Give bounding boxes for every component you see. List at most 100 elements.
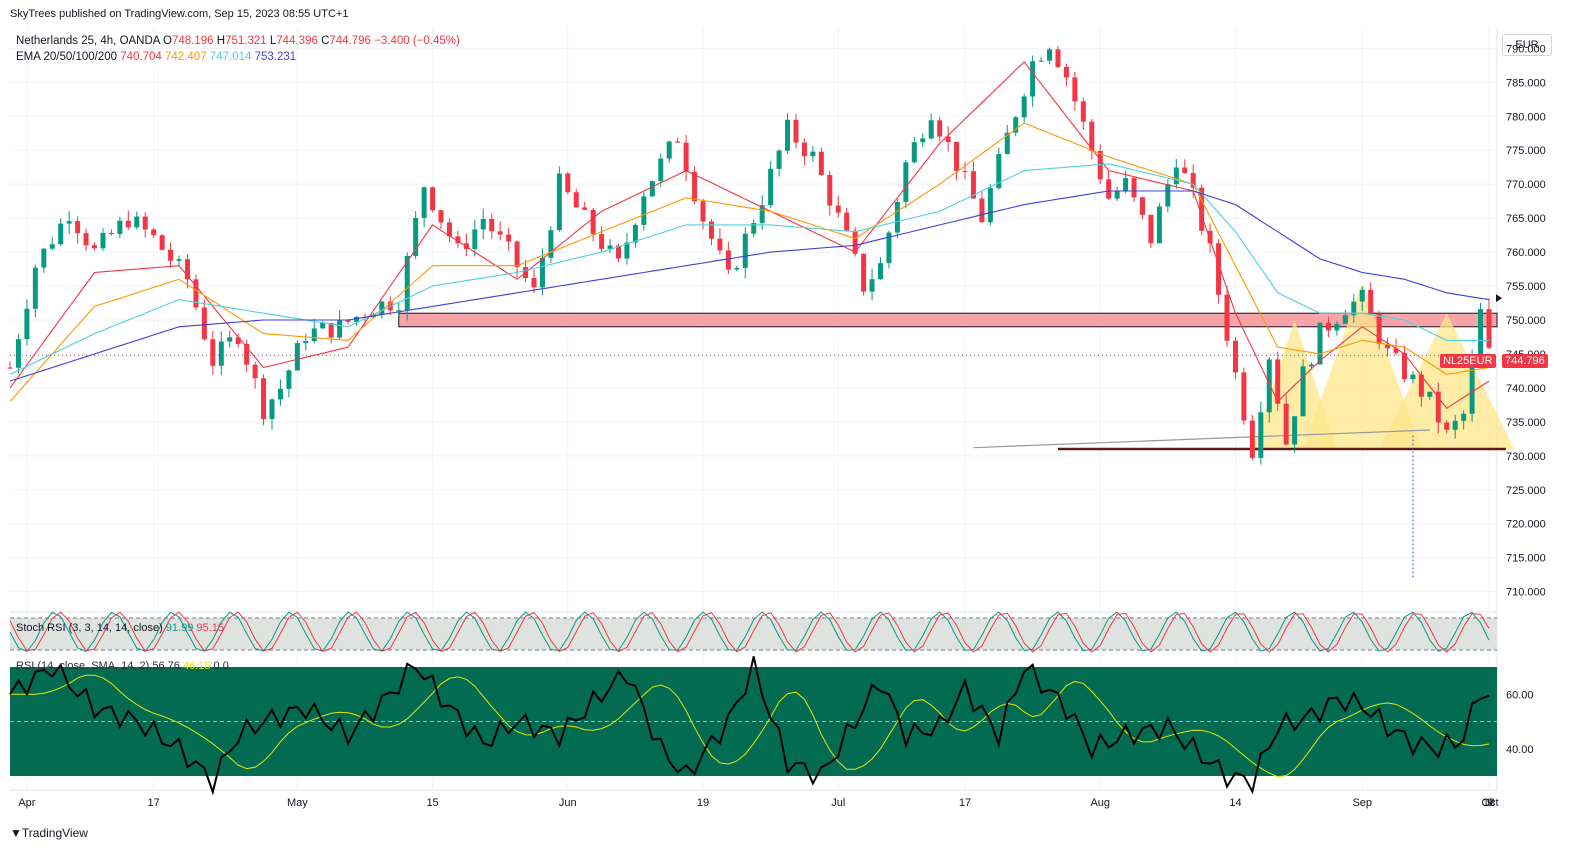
rsi-extra: 0 0	[213, 660, 229, 672]
time-tick-label: 18	[1483, 797, 1495, 809]
candle-body	[1300, 366, 1306, 417]
candle-body	[692, 171, 698, 202]
tradingview-logo[interactable]: ▼​ TradingView	[10, 826, 88, 840]
symbol-name: Netherlands 25, 4h, OANDA	[16, 35, 160, 47]
candle-body	[844, 212, 850, 231]
candle-body	[506, 234, 512, 242]
candle-body	[590, 209, 596, 235]
currency-button[interactable]: EUR	[1502, 34, 1552, 56]
candle-body	[489, 219, 495, 232]
price-tick-label: 730.000	[1506, 451, 1546, 463]
candle-body	[599, 234, 605, 249]
candle-body	[1063, 66, 1069, 78]
candle-body	[134, 216, 140, 228]
candle-body	[421, 187, 427, 218]
candle-body	[159, 235, 165, 250]
price-tick-label: 725.000	[1506, 485, 1546, 497]
candle-body	[108, 233, 114, 235]
candle-body	[125, 220, 131, 228]
ema200-line	[9, 190, 1490, 382]
candle-body	[404, 255, 410, 311]
candle-body	[92, 245, 98, 249]
candle-body	[801, 142, 807, 157]
time-tick-label: 15	[426, 797, 438, 809]
time-tick-label: Jul	[831, 797, 845, 809]
candle-body	[1114, 191, 1120, 199]
ema200-value: 753.231	[254, 51, 297, 63]
candle-body	[658, 158, 664, 182]
candle-body	[75, 221, 81, 234]
candle-body	[793, 119, 799, 143]
price-tick-label: 715.000	[1506, 553, 1546, 565]
open-value: 748.196	[172, 35, 214, 47]
candle-body	[852, 230, 858, 254]
candle-body	[582, 207, 588, 210]
ema-label: EMA 20/50/100/200	[16, 51, 118, 63]
candle-body	[311, 328, 317, 342]
candle-body	[1376, 314, 1382, 344]
candle-body	[168, 249, 174, 261]
candle-body	[1156, 206, 1162, 244]
price-tick-label: 765.000	[1506, 213, 1546, 225]
candle-body	[337, 319, 343, 338]
time-tick-label: Jun	[559, 797, 577, 809]
candle-body	[430, 187, 436, 211]
candle-body	[320, 323, 326, 329]
candle-body	[742, 233, 748, 268]
time-tick-label: Apr	[18, 797, 35, 809]
candle-body	[261, 378, 267, 419]
candle-body	[616, 245, 622, 259]
candle-body	[1013, 117, 1019, 133]
candle-body	[827, 175, 833, 206]
candle-body	[911, 142, 917, 163]
candle-body	[1047, 49, 1053, 61]
candle-body	[565, 173, 571, 193]
ema100-value: 747.014	[209, 51, 252, 63]
candle-body	[218, 341, 224, 366]
candle-body	[1199, 187, 1205, 231]
candle-body	[472, 229, 478, 250]
price-tick-label: 790.000	[1506, 43, 1546, 55]
candle-body	[354, 316, 360, 322]
candle-body	[244, 343, 250, 365]
candle-body	[1410, 374, 1416, 380]
candle-body	[1030, 61, 1036, 97]
candle-body	[1190, 173, 1196, 188]
candle-body	[683, 142, 689, 172]
rsi-legend: RSI (14, close, SMA, 14, 2) 56.76 46.15 …	[16, 660, 229, 672]
candle-body	[531, 278, 537, 288]
ema100-line	[9, 163, 1489, 375]
candle-body	[413, 217, 419, 256]
candle-body	[345, 319, 351, 322]
close-label: C	[321, 35, 330, 47]
candle-body	[1131, 178, 1137, 198]
candle-body	[1097, 150, 1103, 180]
rsi-value: 56.76	[152, 660, 180, 672]
candle-body	[1435, 391, 1441, 423]
candle-body	[142, 216, 148, 230]
candle-body	[607, 245, 613, 249]
right-shoulder-shape	[1379, 313, 1515, 450]
candle-body	[1418, 374, 1424, 397]
candle-body	[514, 241, 520, 267]
candle-body	[641, 196, 647, 225]
candle-body	[1427, 391, 1433, 397]
neckline	[973, 429, 1430, 449]
candle-body	[734, 267, 740, 270]
candle-body	[286, 370, 292, 389]
candle-body	[708, 221, 714, 239]
candle-body	[1055, 49, 1061, 67]
candle-body	[1334, 323, 1340, 331]
price-tick-label: 775.000	[1506, 145, 1546, 157]
rsi-ma-value: 46.15	[182, 660, 211, 672]
candle-body	[303, 341, 309, 344]
open-label: O	[163, 35, 172, 47]
candle-body	[480, 219, 486, 230]
candle-body	[7, 367, 13, 369]
head-shape	[1303, 282, 1422, 450]
candle-body	[1258, 412, 1264, 458]
rsi-tick-label: 40.00	[1506, 744, 1534, 756]
candle-body	[201, 307, 207, 340]
price-tick-label: 750.000	[1506, 315, 1546, 327]
